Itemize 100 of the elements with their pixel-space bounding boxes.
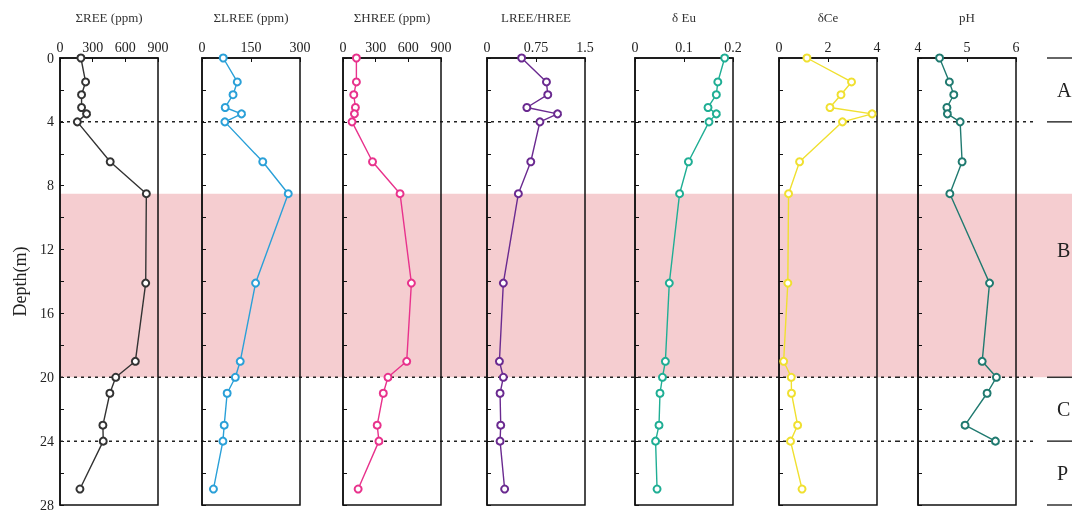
point bbox=[498, 372, 508, 382]
y-tick-label: 16 bbox=[40, 305, 54, 321]
point bbox=[500, 484, 510, 494]
x-tick-label: 900 bbox=[147, 39, 169, 55]
point bbox=[526, 157, 536, 167]
point bbox=[711, 109, 721, 119]
y-axis-title: Depth(m) bbox=[10, 246, 32, 317]
text: C bbox=[1057, 398, 1071, 421]
point bbox=[351, 53, 361, 63]
point bbox=[222, 388, 232, 398]
x-tick-label: 300 bbox=[289, 39, 311, 55]
point bbox=[957, 157, 967, 167]
point bbox=[219, 420, 229, 430]
x-tick-label: 2 bbox=[824, 39, 832, 55]
point bbox=[218, 53, 228, 63]
x-tick-label: 0.1 bbox=[675, 39, 693, 55]
point bbox=[98, 436, 108, 446]
point bbox=[498, 278, 508, 288]
x-tick-label: 0 bbox=[198, 39, 206, 55]
point bbox=[232, 77, 242, 87]
y-tick-label: 8 bbox=[47, 178, 54, 194]
point bbox=[517, 53, 527, 63]
x-tick-label: 4 bbox=[873, 39, 881, 55]
point bbox=[704, 117, 714, 127]
point bbox=[553, 109, 563, 119]
text: B bbox=[1057, 238, 1071, 261]
point bbox=[77, 102, 87, 112]
point bbox=[402, 356, 412, 366]
point bbox=[660, 356, 670, 366]
x-tick-label: 900 bbox=[430, 39, 452, 55]
x-tick-label: 0 bbox=[483, 39, 491, 55]
point bbox=[651, 436, 661, 446]
point bbox=[105, 157, 115, 167]
point bbox=[251, 278, 261, 288]
text: A bbox=[1057, 78, 1072, 101]
y-tick-label: 0 bbox=[47, 50, 54, 66]
point bbox=[235, 356, 245, 366]
point bbox=[237, 109, 247, 119]
point bbox=[784, 189, 794, 199]
point bbox=[713, 77, 723, 87]
point bbox=[347, 117, 357, 127]
x-axis-title: ΣREE (ppm) bbox=[75, 10, 143, 25]
point bbox=[949, 90, 959, 100]
x-axis-title: LREE/HREE bbox=[500, 10, 572, 25]
point bbox=[141, 189, 151, 199]
y-tick-label: 28 bbox=[40, 497, 54, 513]
point bbox=[985, 278, 995, 288]
x-tick-label: 0 bbox=[631, 39, 639, 55]
x-tick-label: 300 bbox=[365, 39, 387, 55]
point bbox=[652, 484, 662, 494]
point bbox=[81, 77, 91, 87]
point bbox=[395, 189, 405, 199]
x-tick-label: 300 bbox=[82, 39, 104, 55]
x-axis-title: ΣLREE (ppm) bbox=[213, 10, 289, 25]
point bbox=[977, 356, 987, 366]
point bbox=[495, 436, 505, 446]
point bbox=[787, 388, 796, 398]
point bbox=[720, 53, 730, 63]
point bbox=[228, 90, 238, 100]
point bbox=[494, 356, 504, 366]
point bbox=[675, 189, 685, 199]
point bbox=[703, 102, 713, 112]
point bbox=[496, 420, 506, 430]
point bbox=[945, 189, 955, 199]
point bbox=[836, 90, 846, 100]
point bbox=[218, 436, 228, 446]
point bbox=[372, 420, 382, 430]
point bbox=[230, 372, 240, 382]
point bbox=[75, 484, 85, 494]
point bbox=[837, 117, 847, 127]
x-tick-label: 0.75 bbox=[523, 39, 549, 55]
point bbox=[130, 356, 140, 366]
point bbox=[655, 388, 665, 398]
point bbox=[960, 420, 970, 430]
point bbox=[991, 372, 1001, 382]
point bbox=[825, 102, 835, 112]
y-tick-label: 20 bbox=[40, 369, 54, 385]
x-tick-label: 0 bbox=[775, 39, 783, 55]
x-axis-title: ΣHREE (ppm) bbox=[353, 10, 431, 25]
x-tick-label: 6 bbox=[1012, 39, 1020, 55]
point bbox=[220, 117, 230, 127]
point bbox=[657, 372, 667, 382]
point bbox=[541, 77, 551, 87]
point bbox=[351, 77, 361, 87]
point bbox=[793, 420, 803, 430]
point bbox=[77, 90, 87, 100]
point bbox=[942, 109, 952, 119]
y-tick-label: 4 bbox=[47, 114, 54, 130]
point bbox=[944, 77, 954, 87]
point bbox=[220, 102, 230, 112]
point bbox=[664, 278, 674, 288]
point bbox=[105, 388, 115, 398]
point bbox=[779, 356, 789, 366]
point bbox=[847, 77, 857, 87]
point bbox=[654, 420, 664, 430]
point bbox=[783, 278, 793, 288]
point bbox=[72, 117, 82, 127]
point bbox=[368, 157, 378, 167]
x-tick-label: 4 bbox=[914, 39, 922, 55]
x-tick-label: 0.2 bbox=[724, 39, 742, 55]
